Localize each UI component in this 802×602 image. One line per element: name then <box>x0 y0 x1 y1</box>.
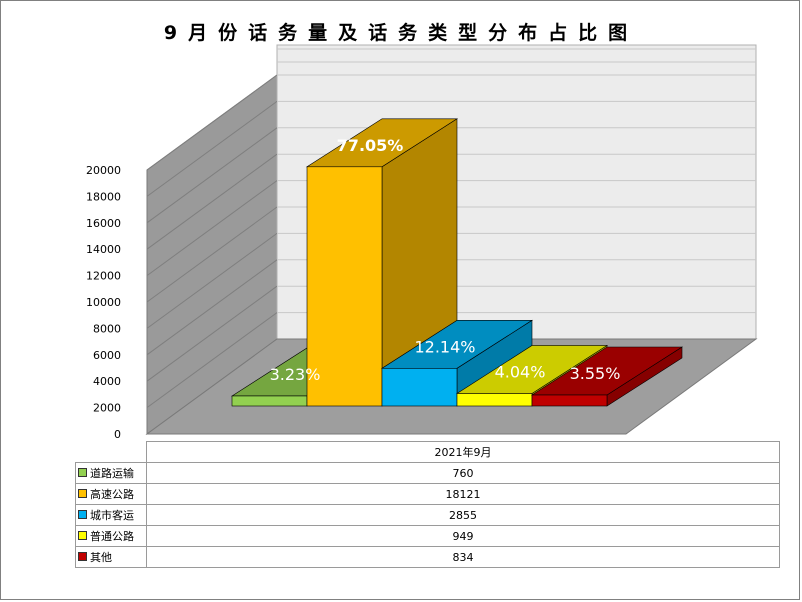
bar-front <box>306 166 383 407</box>
gridline-side <box>146 206 278 303</box>
table-row: 高速公路 18121 <box>75 483 780 505</box>
legend-entry: 城市客运 <box>75 504 147 526</box>
gridline-side <box>146 100 278 197</box>
gridline-side <box>146 312 278 409</box>
y-tick-label: 12000 <box>86 270 121 283</box>
y-tick-label: 0 <box>114 428 121 441</box>
series-value: 949 <box>146 525 780 547</box>
data-table: 2021年9月 道路运输 760 高速公路 18121 城市客运 2855 普通公路 949 其他… <box>75 441 780 568</box>
data-label: 4.04% <box>495 362 546 381</box>
table-row: 城市客运 2855 <box>75 504 780 526</box>
legend-swatch <box>78 552 87 561</box>
data-label: 3.23% <box>270 365 321 384</box>
legend-entry: 道路运输 <box>75 462 147 484</box>
y-tick-label: 20000 <box>86 164 121 177</box>
gridline-side <box>146 232 278 329</box>
bar-front <box>231 395 308 407</box>
chart-title: 9月份话务量及话务类型分布占比图 <box>163 22 639 44</box>
gridline-side <box>146 180 278 277</box>
table-corner <box>75 441 147 463</box>
gridline-side <box>146 153 278 250</box>
bars <box>230 118 684 407</box>
y-axis-ticks: 0 2000 4000 6000 8000 10000 12000 14000 16000 180… <box>86 164 121 441</box>
legend-entry: 普通公路 <box>75 525 147 547</box>
bar-5 <box>530 346 684 407</box>
y-tick-label: 14000 <box>86 243 121 256</box>
legend-entry: 其他 <box>75 546 147 568</box>
data-label: 12.14% <box>414 337 475 356</box>
table-row: 其他 834 <box>75 546 780 568</box>
legend-swatch <box>78 531 87 540</box>
y-tick-label: 2000 <box>93 402 121 415</box>
legend-swatch <box>78 510 87 519</box>
y-tick-label: 8000 <box>93 322 121 335</box>
gridline-side <box>146 127 278 224</box>
series-name: 普通公路 <box>90 530 134 543</box>
table-row: 道路运输 760 <box>75 462 780 484</box>
y-tick-label: 18000 <box>86 190 121 203</box>
gridline-side <box>146 74 278 171</box>
series-name: 其他 <box>90 551 112 564</box>
table-header-row: 2021年9月 <box>75 441 780 463</box>
series-value: 2855 <box>146 504 780 526</box>
table-row: 普通公路 949 <box>75 525 780 547</box>
y-tick-label: 16000 <box>86 217 121 230</box>
series-name: 城市客运 <box>90 509 134 522</box>
category-header: 2021年9月 <box>146 441 780 463</box>
y-tick-label: 4000 <box>93 375 121 388</box>
series-value: 760 <box>146 462 780 484</box>
y-tick-label: 6000 <box>93 349 121 362</box>
gridline-side <box>146 285 278 382</box>
legend-entry: 高速公路 <box>75 483 147 505</box>
bar-front <box>381 368 458 407</box>
data-label: 77.05% <box>337 136 404 155</box>
y-tick-label: 10000 <box>86 296 121 309</box>
bar-front <box>456 393 533 407</box>
data-labels: 3.23% 77.05% 12.14% 4.04% 3.55% <box>270 136 621 384</box>
bar-front <box>531 394 608 407</box>
gridline-side <box>146 259 278 356</box>
data-label: 3.55% <box>570 364 621 383</box>
series-value: 18121 <box>146 483 780 505</box>
legend-swatch <box>78 468 87 477</box>
legend-swatch <box>78 489 87 498</box>
series-name: 道路运输 <box>90 467 134 480</box>
series-name: 高速公路 <box>90 488 134 501</box>
series-value: 834 <box>146 546 780 568</box>
